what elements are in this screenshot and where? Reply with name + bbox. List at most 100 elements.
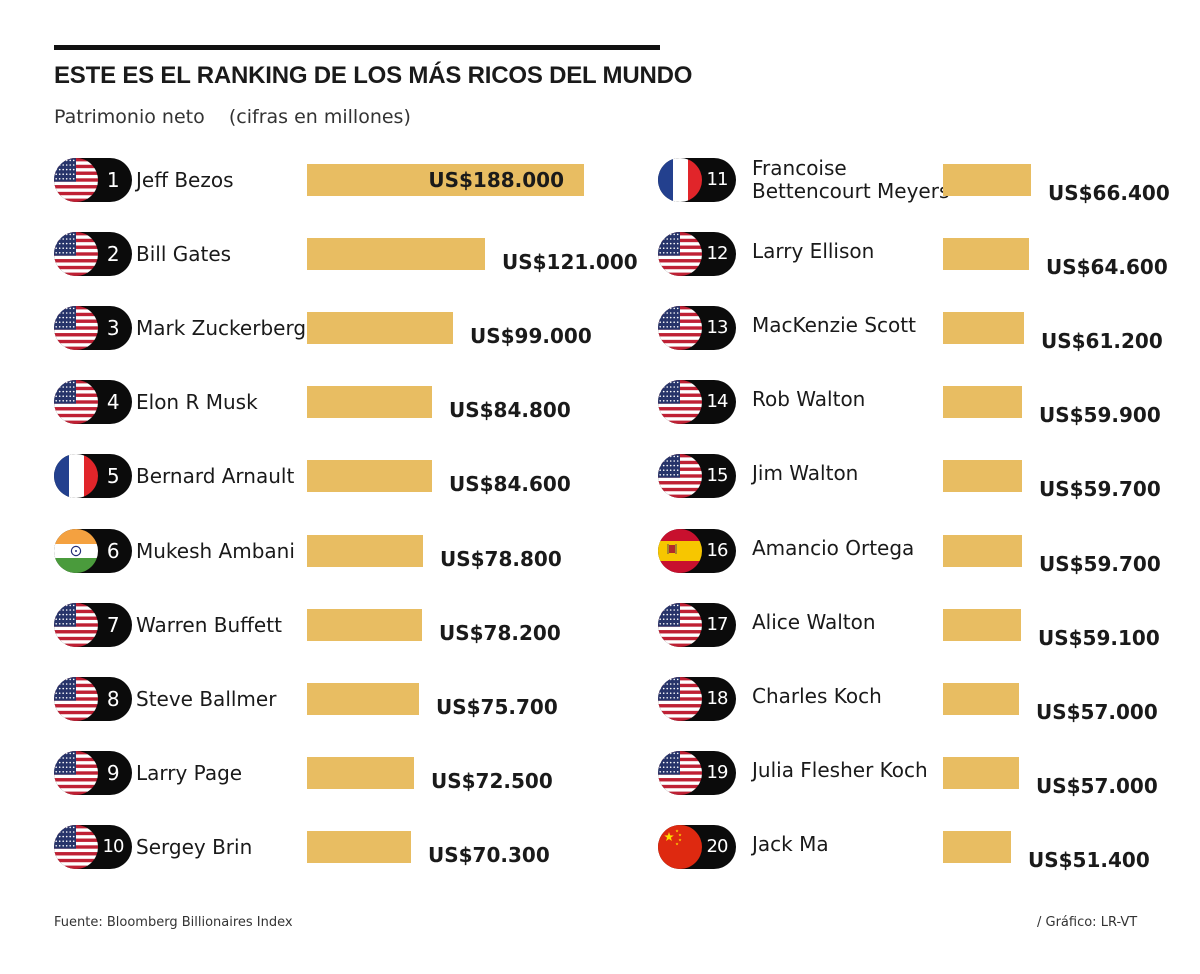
person-name-line: Francoise [752,156,847,180]
rank-badge: 15 [658,454,736,499]
rank-number: 12 [706,243,729,265]
person-name: Charles Koch [752,683,882,708]
rank-badge: 19 [658,750,736,795]
value-bar [943,830,1011,863]
rank-badge: 13 [658,306,736,351]
rank-number: 16 [706,539,729,561]
value-bar [943,682,1019,715]
usa-flag-icon [658,750,702,795]
person-name: Jeff Bezos [136,168,234,192]
usa-flag-icon [54,380,98,425]
rank-badge: 11 [658,158,736,202]
value-label: US$70.300 [428,842,550,867]
rank-number: 19 [706,761,729,783]
rank-number: 8 [106,686,120,711]
value-label: US$61.200 [1041,329,1163,354]
france-flag-icon [658,158,702,202]
person-name: Bill Gates [136,242,232,267]
person-name: Rob Walton [752,387,866,412]
person-name: Bernard Arnault [136,464,295,489]
value-label: US$84.800 [449,398,571,423]
value-label: US$51.400 [1028,847,1150,872]
rank-badge: 1 [54,158,132,202]
value-bar [307,386,432,419]
person-name: Larry Page [136,760,243,785]
chart-title: ESTE ES EL RANKING DE LOS MÁS RICOS DEL … [54,62,693,89]
person-name: Amancio Ortega [752,535,915,560]
person-name: Elon R Musk [136,390,258,415]
rank-badge: 3 [54,306,132,351]
rank-number: 13 [706,317,729,339]
usa-flag-icon [54,232,98,277]
value-label: US$72.500 [431,768,553,793]
rank-number: 9 [106,760,120,785]
france-flag-icon [54,454,98,499]
rank-number: 3 [106,316,120,341]
value-bar [943,164,1031,196]
rank-number: 1 [106,168,120,192]
usa-flag-icon [54,824,98,869]
value-label: US$59.100 [1038,625,1160,650]
usa-flag-icon [658,306,702,351]
usa-flag-icon [658,602,702,647]
value-label: US$78.200 [439,620,561,645]
rank-number: 10 [102,835,125,857]
rank-badge: 4 [54,380,132,425]
person-name: Sergey Brin [136,834,253,859]
rank-badge: 20 [658,824,736,869]
value-label: US$75.700 [436,694,558,719]
graphic-credit: / Gráfico: LR-VT [1037,915,1138,930]
person-name: Larry Ellison [752,239,875,264]
rank-number: 18 [706,687,729,709]
person-name: Jack Ma [752,831,829,856]
usa-flag-icon [658,454,702,499]
rank-number: 15 [706,465,729,487]
value-label: US$99.000 [470,324,592,349]
person-name: MacKenzie Scott [752,313,916,338]
rank-badge: 7 [54,602,132,647]
value-bar [307,608,422,641]
rank-number: 5 [106,464,120,489]
value-bar [943,608,1021,641]
person-name: Warren Buffett [136,612,282,637]
rank-badge: 10 [54,824,132,869]
rank-number: 7 [106,612,120,637]
usa-flag-icon [54,602,98,647]
rank-badge: 9 [54,750,132,795]
rank-badge: 17 [658,602,736,647]
value-label: US$66.400 [1048,181,1170,205]
value-bar [307,312,453,345]
value-bar [943,238,1029,271]
usa-flag-icon [54,306,98,351]
value-label: US$64.600 [1046,255,1168,280]
person-name: Mark Zuckerberg [136,316,307,341]
value-bar [943,534,1022,567]
chart-subtitle: Patrimonio neto (cifras en millones) [54,106,411,128]
value-label: US$59.700 [1039,477,1161,502]
rank-badge: 16 [658,528,736,573]
value-label: US$59.900 [1039,403,1161,428]
rank-number: 11 [706,169,729,190]
value-bar [307,238,485,271]
top-rule [54,45,660,50]
usa-flag-icon [658,676,702,721]
person-name: Steve Ballmer [136,686,277,711]
source-note: Fuente: Bloomberg Billionaires Index [54,915,293,930]
rank-number: 2 [106,242,120,267]
value-bar [943,756,1019,789]
india-flag-icon [54,528,98,573]
person-name-line: Bettencourt Meyers [752,179,950,203]
rank-number: 4 [106,390,120,415]
rank-badge: 5 [54,454,132,499]
value-label: US$121.000 [502,250,638,275]
value-label: US$188.000 [428,168,564,192]
value-bar [307,830,411,863]
rank-badge: 18 [658,676,736,721]
rank-badge: 6 [54,528,132,573]
value-bar [307,756,414,789]
rank-badge: 14 [658,380,736,425]
usa-flag-icon [54,158,98,202]
rank-number: 6 [106,538,120,563]
usa-flag-icon [658,232,702,277]
